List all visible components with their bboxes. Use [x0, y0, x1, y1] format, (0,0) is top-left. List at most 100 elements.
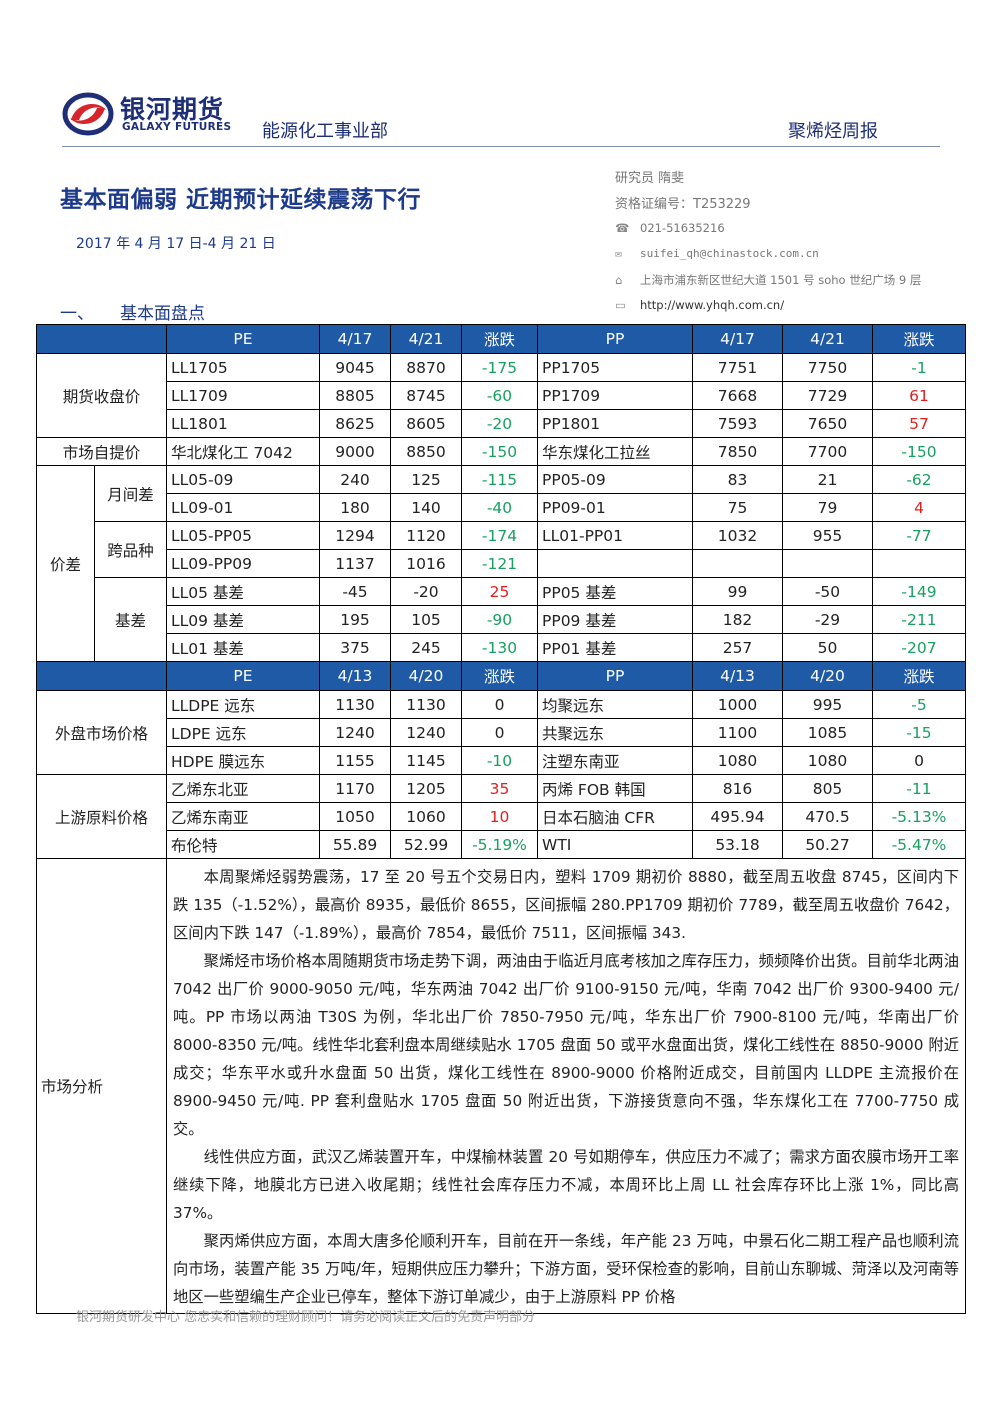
table-row: 基差 LL05 基差 -45 -20 25 PP05 基差 99 -50 -14… — [37, 577, 966, 662]
subcategory-label: 月间差 — [94, 465, 167, 522]
pp-change — [872, 549, 966, 578]
pp-change: -77 — [872, 521, 966, 550]
pp-value: 816 — [692, 774, 783, 803]
subcategory-label: 基差 — [94, 577, 167, 662]
table-row: 布伦特 55.89 52.99 -5.19% WTI 53.18 50.27 -… — [37, 830, 966, 859]
pp-change: 61 — [872, 381, 966, 410]
pe-value: 8850 — [390, 437, 462, 466]
pp-value: -29 — [782, 605, 873, 634]
pe-value: 1120 — [390, 521, 462, 550]
pe-change: -10 — [461, 746, 538, 775]
category-label: 上游原料价格 — [36, 774, 167, 859]
report-title: 基本面偏弱 近期预计延续震荡下行 — [60, 187, 422, 213]
pp-contract: 共聚远东 — [537, 718, 693, 747]
pp-value: 1100 — [692, 718, 783, 747]
pe-contract: LL09-01 — [166, 493, 320, 522]
pe-value: 125 — [390, 465, 462, 494]
pe-change: -60 — [461, 381, 538, 410]
pe-contract: LL1801 — [166, 409, 320, 438]
pp-value: 182 — [692, 605, 783, 634]
pp-contract: 均聚远东 — [537, 690, 693, 719]
table-row: LDPE 远东 1240 1240 0 共聚远东 1100 1085 -15 — [37, 718, 966, 747]
pp-change: -5 — [872, 690, 966, 719]
pp-change: -15 — [872, 718, 966, 747]
pe-contract: LL1705 — [166, 353, 320, 382]
pe-value: 1137 — [319, 549, 391, 578]
header-cell: 涨跌 — [461, 661, 538, 691]
pe-change: -150 — [461, 437, 538, 466]
table-row: LL09-01 180 140 -40 PP09-01 75 79 4 — [37, 493, 966, 522]
table-row: LL1709 8805 8745 -60 PP1709 7668 7729 61 — [37, 381, 966, 410]
pp-value: 1085 — [782, 718, 873, 747]
pe-value: 375 — [319, 633, 391, 662]
table-row: 期货收盘价 LL1705 9045 8870 -175 PP1705 7751 … — [36, 353, 966, 438]
pp-change: -211 — [872, 605, 966, 634]
header-cell: 4/17 — [692, 324, 783, 354]
pp-contract: PP09-01 — [537, 493, 693, 522]
table-row: LL1801 8625 8605 -20 PP1801 7593 7650 57 — [37, 409, 966, 438]
pp-change: 57 — [872, 409, 966, 438]
pe-contract: 布伦特 — [166, 830, 320, 859]
pe-value: 8605 — [390, 409, 462, 438]
pe-contract: 乙烯东南亚 — [166, 802, 320, 831]
header-cell: 4/21 — [390, 324, 462, 354]
analyst-email[interactable]: suifei_qh@chinastock.com.cn — [640, 247, 819, 260]
pe-contract: 华北煤化工 7042 — [166, 437, 320, 466]
pe-value: 1145 — [390, 746, 462, 775]
header-cell: 4/13 — [319, 661, 391, 691]
category-label: 外盘市场价格 — [36, 690, 167, 775]
header-cell: PP — [537, 661, 693, 691]
header-cell: PE — [166, 661, 320, 691]
pp-contract: 注塑东南亚 — [537, 746, 693, 775]
pp-value: 1032 — [692, 521, 783, 550]
pe-value: 1050 — [319, 802, 391, 831]
pp-contract: 日本石脑油 CFR — [537, 802, 693, 831]
pp-contract: PP1801 — [537, 409, 693, 438]
table-row: 上游原料价格 乙烯东北亚 1170 1205 35 丙烯 FOB 韩国 816 … — [36, 774, 966, 859]
analyst-name: 研究员 隋斐 — [615, 171, 685, 186]
pe-value: 1155 — [319, 746, 391, 775]
pe-value: 9045 — [319, 353, 391, 382]
pe-value: 8625 — [319, 409, 391, 438]
report-date-range: 2017 年 4 月 17 日-4 月 21 日 — [76, 236, 276, 252]
pe-value: 1016 — [390, 549, 462, 578]
pe-contract: LL09-PP09 — [166, 549, 320, 578]
header-cell: 4/17 — [319, 324, 391, 354]
pp-value — [782, 549, 873, 578]
brand-name-cn: 银河期货 — [120, 95, 225, 124]
pe-change: -175 — [461, 353, 538, 382]
pp-contract: WTI — [537, 830, 693, 859]
pp-value: 257 — [692, 633, 783, 662]
category-label: 价差 — [36, 465, 95, 662]
pp-change: 0 — [872, 746, 966, 775]
pp-value: 7729 — [782, 381, 873, 410]
pe-change: -115 — [461, 465, 538, 494]
website-link[interactable]: http://www.yhqh.com.cn/ — [640, 298, 785, 312]
header-cell: 涨跌 — [872, 324, 966, 354]
pp-value: 79 — [782, 493, 873, 522]
pp-value: 7850 — [692, 437, 783, 466]
pp-contract: LL01-PP01 — [537, 521, 693, 550]
pp-value: 495.94 — [692, 802, 783, 831]
analysis-paragraph: 线性供应方面，武汉乙烯装置开车，中煤榆林装置 20 号如期停车，供应压力不减了；… — [173, 1148, 959, 1222]
pp-value: 21 — [782, 465, 873, 494]
pe-value: 1060 — [390, 802, 462, 831]
pe-change: 0 — [461, 690, 538, 719]
pp-value: 7750 — [782, 353, 873, 382]
phone-icon: ☎ — [615, 221, 630, 235]
table-row: 价差 月间差 LL05-09 240 125 -115 PP05-09 83 2… — [36, 465, 966, 662]
pp-value: 1080 — [782, 746, 873, 775]
report-type-label: 聚烯烃周报 — [788, 121, 878, 142]
header-cell: 4/20 — [390, 661, 462, 691]
pe-change: -121 — [461, 549, 538, 578]
pe-change: 25 — [461, 577, 538, 606]
pe-value: 1240 — [390, 718, 462, 747]
category-label: 市场分析 — [36, 858, 167, 1314]
subcategory-label: 跨品种 — [94, 521, 167, 578]
header-cell: PP — [537, 324, 693, 354]
analyst-address: 上海市浦东新区世纪大道 1501 号 soho 世纪广场 9 层 — [640, 273, 922, 287]
pe-value: 1170 — [319, 774, 391, 803]
table-row: 外盘市场价格 LLDPE 远东 1130 1130 0 均聚远东 1000 99… — [36, 690, 966, 775]
pp-contract: PP05-09 — [537, 465, 693, 494]
table-header-row: PE 4/13 4/20 涨跌 PP 4/13 4/20 涨跌 — [36, 661, 966, 691]
